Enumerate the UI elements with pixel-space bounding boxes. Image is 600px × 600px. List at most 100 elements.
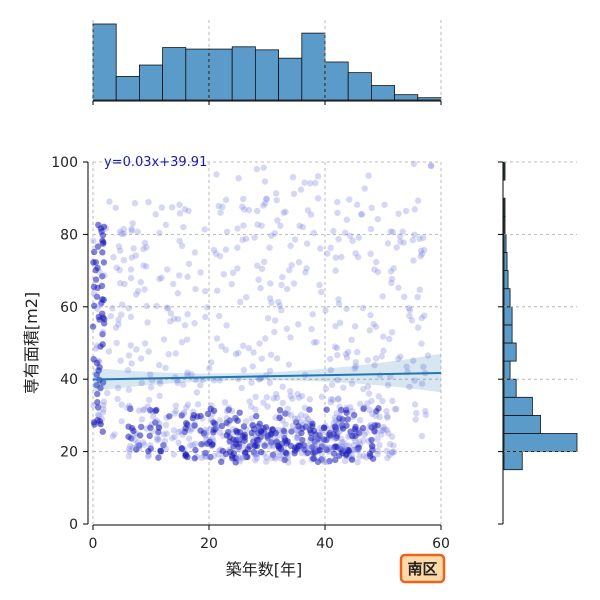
scatter-point <box>144 453 152 460</box>
scatter-point <box>263 458 270 465</box>
scatter-point <box>402 207 410 215</box>
scatter-point <box>155 436 162 443</box>
scatter-point <box>229 269 237 277</box>
scatter-point <box>261 200 269 207</box>
scatter-point <box>99 249 106 256</box>
scatter-point <box>334 351 341 359</box>
scatter-point <box>275 298 282 306</box>
scatter-point <box>361 185 368 192</box>
scatter-point <box>89 323 97 330</box>
scatter-point <box>276 406 284 414</box>
scatter-point <box>282 410 289 417</box>
scatter-point <box>166 413 173 420</box>
scatter-point <box>330 450 338 457</box>
scatter-point <box>188 371 195 378</box>
scatter-point <box>293 445 301 452</box>
scatter-point <box>309 311 316 318</box>
scatter-point <box>272 390 280 398</box>
scatter-point <box>320 437 328 444</box>
scatter-point <box>239 236 246 244</box>
scatter-point <box>411 231 418 238</box>
scatter-point <box>160 431 168 438</box>
scatter-point <box>176 201 183 208</box>
scatter-point <box>228 280 235 288</box>
scatter-point <box>257 284 264 292</box>
scatter-point <box>161 437 169 445</box>
scatter-point <box>184 273 191 280</box>
scatter-point <box>126 448 133 455</box>
regression-equation: y=0.03x+39.91 <box>104 155 207 170</box>
scatter-point <box>369 455 377 462</box>
scatter-point <box>135 442 143 449</box>
scatter-point <box>332 456 339 464</box>
scatter-point <box>354 348 361 356</box>
scatter-point <box>368 397 375 405</box>
scatter-point <box>238 384 245 392</box>
scatter-point <box>422 407 429 415</box>
scatter-point <box>176 210 184 217</box>
scatter-point <box>157 447 164 455</box>
scatter-point <box>174 290 182 297</box>
scatter-point <box>99 296 106 303</box>
scatter-point <box>143 244 150 251</box>
scatter-point <box>393 244 400 251</box>
scatter-point <box>99 409 107 416</box>
scatter-point <box>396 233 404 240</box>
right-hist-bar <box>503 233 507 253</box>
scatter-point <box>127 266 135 273</box>
scatter-point <box>332 267 339 274</box>
scatter-point <box>284 454 292 461</box>
scatter-point <box>335 395 342 402</box>
scatter-point <box>96 417 103 425</box>
scatter-point <box>282 208 289 216</box>
scatter-point <box>381 425 388 433</box>
scatter-point <box>269 451 277 459</box>
y-tick-label: 20 <box>60 445 78 461</box>
scatter-point <box>131 200 139 207</box>
scatter-point <box>358 211 365 218</box>
scatter-point <box>157 380 164 387</box>
scatter-point <box>185 207 192 215</box>
scatter-point <box>274 217 281 224</box>
scatter-point <box>263 195 270 203</box>
scatter-point <box>172 402 180 409</box>
scatter-point <box>184 401 192 408</box>
scatter-point <box>310 339 318 346</box>
scatter-point <box>276 302 283 309</box>
scatter-point <box>287 242 294 250</box>
scatter-point <box>176 272 183 279</box>
scatter-point <box>215 312 223 320</box>
scatter-point <box>273 394 281 401</box>
scatter-point <box>248 379 255 386</box>
scatter-point <box>388 328 396 336</box>
scatter-point <box>303 240 311 247</box>
scatter-point <box>327 355 334 363</box>
scatter-point <box>284 410 291 417</box>
scatter-point <box>220 271 228 278</box>
scatter-point <box>191 455 198 462</box>
scatter-point <box>334 376 341 384</box>
scatter-point <box>409 236 416 244</box>
scatter-point <box>277 445 285 453</box>
scatter-point <box>255 424 263 431</box>
scatter-point <box>128 227 136 235</box>
scatter-point <box>323 436 330 444</box>
scatter-point <box>236 434 243 442</box>
scatter-point <box>128 254 136 261</box>
scatter-point <box>178 412 185 419</box>
scatter-point <box>327 244 334 252</box>
right-hist-bar <box>503 360 511 380</box>
right-hist-bar <box>503 396 533 416</box>
scatter-point <box>323 250 331 257</box>
y-tick-label: 60 <box>60 300 78 316</box>
scatter-point <box>383 447 390 455</box>
scatter-point <box>297 186 305 193</box>
scatter-point <box>218 422 226 430</box>
scatter-point <box>366 450 373 457</box>
scatter-point <box>272 190 280 197</box>
scatter-point <box>94 399 101 406</box>
scatter-point <box>197 412 204 420</box>
scatter-point <box>191 320 198 327</box>
scatter-point <box>184 310 191 318</box>
scatter-point <box>138 379 145 387</box>
